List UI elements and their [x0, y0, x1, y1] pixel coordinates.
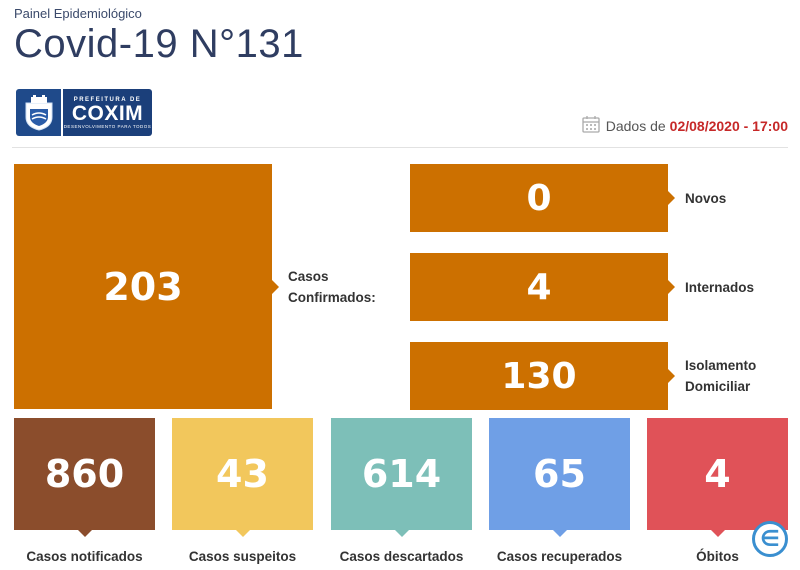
recovered-cases-label: Casos recuperados: [496, 549, 623, 564]
confirmed-cases-label: Casos Confirmados:: [288, 266, 376, 308]
suspected-cases-label: Casos suspeitos: [188, 549, 297, 564]
logo-name: COXIM: [71, 101, 144, 125]
discarded-cases-label: Casos descartados: [339, 549, 464, 564]
new-cases-value: 0: [526, 177, 552, 219]
notified-cases-tile: 860: [14, 418, 155, 537]
home-isolation-label-line2: Domiciliar: [685, 379, 751, 394]
hospitalized-tile: 4: [410, 253, 675, 321]
prefeitura-logo: PREFEITURA DE COXIM DESENVOLVIMENTO PARA…: [16, 89, 152, 136]
logo-tagline: DESENVOLVIMENTO PARA TODOS: [63, 123, 152, 129]
deaths-value: 4: [704, 452, 731, 496]
data-timestamp: Dados de 02/08/2020 - 17:00: [582, 115, 788, 136]
home-isolation-label: Isolamento Domiciliar: [685, 355, 756, 397]
home-isolation-value: 130: [501, 355, 577, 397]
city-crest-icon: [16, 89, 61, 136]
logo-prefix: PREFEITURA DE: [73, 96, 142, 103]
confirmed-label-line2: Confirmados:: [288, 290, 376, 305]
hospitalized-label: Internados: [685, 277, 754, 298]
logo-wordmark: PREFEITURA DE COXIM DESENVOLVIMENTO PARA…: [63, 89, 152, 136]
home-isolation-label-line1: Isolamento: [685, 358, 757, 373]
home-isolation-tile: 130: [410, 342, 675, 410]
suspected-cases-tile: 43: [172, 418, 313, 537]
deaths-label: Óbitos: [696, 549, 739, 564]
page-kicker: Painel Epidemiológico: [14, 6, 142, 21]
notified-cases-value: 860: [44, 452, 125, 496]
confirmed-cases-value: 203: [103, 264, 183, 309]
confirmed-label-line1: Casos: [288, 269, 329, 284]
recovered-cases-tile: 65: [489, 418, 630, 537]
discarded-cases-value: 614: [361, 452, 442, 496]
timestamp-prefix: Dados de: [605, 117, 666, 134]
new-cases-tile: 0: [410, 164, 675, 232]
new-cases-label-text: Novos: [685, 191, 727, 206]
new-cases-label: Novos: [685, 188, 726, 209]
hospitalized-label-text: Internados: [685, 280, 755, 295]
suspected-cases-value: 43: [216, 452, 269, 496]
timestamp-date: 02/08/2020 - 17:00: [669, 117, 788, 134]
deaths-tile: 4: [647, 418, 788, 537]
confirmed-cases-tile: 203: [14, 164, 279, 409]
header-divider: [12, 147, 788, 148]
hospitalized-value: 4: [526, 266, 552, 308]
recovered-cases-value: 65: [533, 452, 586, 496]
watermark-logo-icon: ∈: [752, 521, 788, 557]
notified-cases-label: Casos notificados: [26, 549, 143, 564]
page-title: Covid-19 N°131: [14, 22, 304, 66]
calendar-icon: [582, 115, 600, 136]
discarded-cases-tile: 614: [331, 418, 472, 537]
